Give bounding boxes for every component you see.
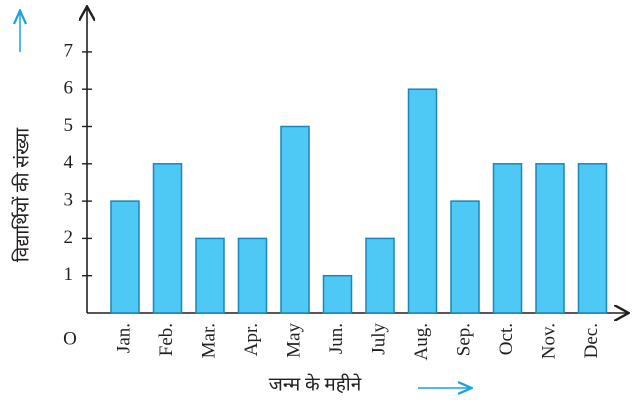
x-tick-label: Jan.: [113, 323, 134, 353]
x-tick-label: Apr.: [241, 323, 262, 356]
bar: [577, 163, 608, 314]
bar: [280, 125, 310, 314]
x-tick-label: Aug.: [411, 323, 432, 360]
bar: [152, 163, 183, 314]
y-tick-label: 5: [64, 115, 74, 136]
x-tick-label: Sep.: [453, 323, 474, 356]
y-tick-label: 4: [64, 152, 74, 173]
bar: [492, 163, 523, 314]
y-tick-label: 3: [64, 189, 74, 210]
x-tick-label: Dec.: [581, 323, 602, 358]
x-tick-label: May: [283, 323, 304, 358]
y-tick-label: 2: [64, 227, 74, 248]
x-tick-label: July: [368, 323, 389, 355]
x-tick-label: Mar.: [198, 323, 219, 358]
origin-label: O: [63, 328, 77, 349]
y-axis-label: विद्यार्थियों की संख्या: [10, 127, 33, 262]
y-tick-label: 1: [64, 264, 74, 285]
bar: [237, 237, 268, 314]
x-tick-label: Feb.: [156, 323, 177, 356]
bar: [407, 88, 438, 314]
x-tick-label: Oct.: [496, 323, 517, 355]
x-axis-label: जन्म के महीने: [269, 372, 362, 395]
bar: [195, 237, 225, 314]
bar: [450, 200, 480, 314]
bar: [365, 237, 395, 314]
y-tick-label: 7: [64, 40, 74, 61]
x-tick-label: Nov.: [538, 323, 559, 359]
bar: [535, 163, 565, 314]
bar: [110, 200, 140, 314]
x-tick-label: Jun.: [326, 323, 347, 354]
bar: [322, 274, 353, 314]
y-tick-label: 6: [64, 78, 74, 99]
